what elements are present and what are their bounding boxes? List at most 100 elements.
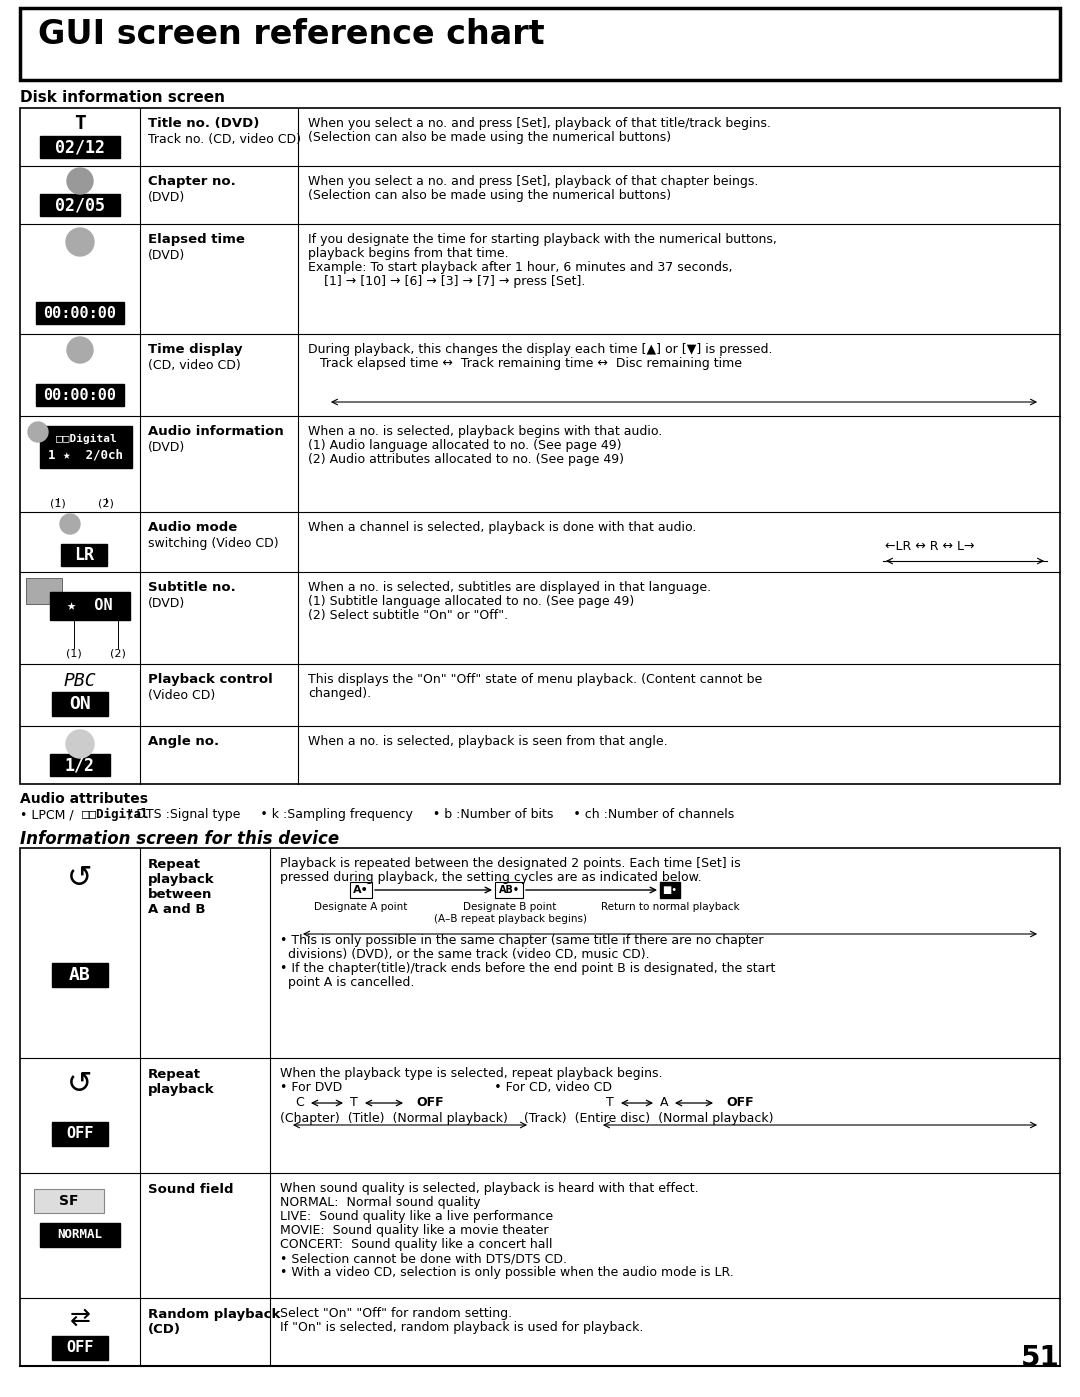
Bar xyxy=(33,1189,104,1213)
Text: changed).: changed). xyxy=(308,687,372,700)
Text: Random playback: Random playback xyxy=(148,1308,281,1322)
Text: A•: A• xyxy=(353,886,369,895)
Text: NORMAL: NORMAL xyxy=(57,1228,103,1242)
Bar xyxy=(350,882,372,898)
Bar xyxy=(50,754,110,775)
Text: 00:00:00: 00:00:00 xyxy=(43,306,117,320)
Text: Disk information screen: Disk information screen xyxy=(21,89,225,105)
Bar xyxy=(60,543,107,566)
Text: • LPCM /: • LPCM / xyxy=(21,807,78,821)
Text: LIVE:  Sound quality like a live performance: LIVE: Sound quality like a live performa… xyxy=(280,1210,553,1222)
Text: Return to normal playback: Return to normal playback xyxy=(600,902,740,912)
Text: ↺: ↺ xyxy=(67,1070,93,1099)
Text: Audio attributes: Audio attributes xyxy=(21,792,148,806)
Text: Track no. (CD, video CD): Track no. (CD, video CD) xyxy=(148,133,301,147)
Text: (CD, video CD): (CD, video CD) xyxy=(148,359,241,372)
Text: Playback control: Playback control xyxy=(148,673,273,686)
Text: (2): (2) xyxy=(110,648,126,658)
Text: If "On" is selected, random playback is used for playback.: If "On" is selected, random playback is … xyxy=(280,1322,644,1334)
Text: Designate A point: Designate A point xyxy=(314,902,407,912)
Text: ←LR ↔ R ↔ L→: ←LR ↔ R ↔ L→ xyxy=(885,541,974,553)
Bar xyxy=(36,384,124,407)
Bar xyxy=(495,882,523,898)
Text: ↺: ↺ xyxy=(67,863,93,893)
Text: If you designate the time for starting playback with the numerical buttons,: If you designate the time for starting p… xyxy=(308,233,777,246)
Text: (2) Select subtitle "On" or "Off".: (2) Select subtitle "On" or "Off". xyxy=(308,609,508,622)
Text: • With a video CD, selection is only possible when the audio mode is LR.: • With a video CD, selection is only pos… xyxy=(280,1266,733,1280)
Text: 02/12: 02/12 xyxy=(55,138,105,156)
Text: 1 ★  2/0ch: 1 ★ 2/0ch xyxy=(49,448,123,461)
Bar xyxy=(52,1122,108,1146)
Text: Elapsed time: Elapsed time xyxy=(148,233,245,246)
Text: Repeat: Repeat xyxy=(148,1067,201,1081)
Text: When sound quality is selected, playback is heard with that effect.: When sound quality is selected, playback… xyxy=(280,1182,699,1194)
Text: ON: ON xyxy=(69,694,91,712)
Text: OFF: OFF xyxy=(66,1126,94,1141)
Text: (DVD): (DVD) xyxy=(148,191,186,204)
Text: (1): (1) xyxy=(50,497,66,509)
Text: Time display: Time display xyxy=(148,344,243,356)
Text: (2) Audio attributes allocated to no. (See page 49): (2) Audio attributes allocated to no. (S… xyxy=(308,453,624,467)
Text: • If the chapter(title)/track ends before the end point B is designated, the sta: • If the chapter(title)/track ends befor… xyxy=(280,963,775,975)
Text: Title no. (DVD): Title no. (DVD) xyxy=(148,117,259,130)
Text: Sound field: Sound field xyxy=(148,1183,233,1196)
Text: Select "On" "Off" for random setting.: Select "On" "Off" for random setting. xyxy=(280,1308,512,1320)
Text: OFF: OFF xyxy=(416,1097,444,1109)
Text: C: C xyxy=(296,1097,305,1109)
Text: (DVD): (DVD) xyxy=(148,249,186,263)
Text: □□Digital: □□Digital xyxy=(56,434,117,444)
Text: ■•: ■• xyxy=(662,886,677,895)
Text: When a no. is selected, playback is seen from that angle.: When a no. is selected, playback is seen… xyxy=(308,735,667,747)
Text: (1) Subtitle language allocated to no. (See page 49): (1) Subtitle language allocated to no. (… xyxy=(308,595,634,608)
Circle shape xyxy=(60,514,80,534)
Text: playback begins from that time.: playback begins from that time. xyxy=(308,247,509,260)
Text: (DVD): (DVD) xyxy=(148,597,186,610)
Circle shape xyxy=(66,228,94,256)
Text: T: T xyxy=(606,1097,613,1109)
Text: A: A xyxy=(660,1097,669,1109)
Circle shape xyxy=(66,731,94,759)
Text: (1): (1) xyxy=(66,648,82,658)
Bar xyxy=(40,1222,120,1248)
Bar xyxy=(21,108,1059,784)
Text: Angle no.: Angle no. xyxy=(148,735,219,747)
Text: AB: AB xyxy=(69,965,91,983)
Text: (Selection can also be made using the numerical buttons): (Selection can also be made using the nu… xyxy=(308,189,671,203)
Circle shape xyxy=(28,422,48,441)
Bar xyxy=(660,882,680,898)
Text: □□Digital: □□Digital xyxy=(82,807,149,821)
Text: OFF: OFF xyxy=(726,1097,754,1109)
Text: OFF: OFF xyxy=(66,1341,94,1355)
Text: divisions) (DVD), or the same track (video CD, music CD).: divisions) (DVD), or the same track (vid… xyxy=(280,949,650,961)
Text: ★  ON: ★ ON xyxy=(67,598,112,613)
Bar xyxy=(52,692,108,717)
Text: / DTS :Signal type     • k :Sampling frequency     • b :Number of bits     • ch : / DTS :Signal type • k :Sampling frequen… xyxy=(124,807,734,821)
Bar xyxy=(40,136,120,158)
Text: (DVD): (DVD) xyxy=(148,441,186,454)
Text: Designate B point: Designate B point xyxy=(463,902,556,912)
Text: switching (Video CD): switching (Video CD) xyxy=(148,536,279,550)
Text: NORMAL:  Normal sound quality: NORMAL: Normal sound quality xyxy=(280,1196,481,1208)
Text: pressed during playback, the setting cycles are as indicated below.: pressed during playback, the setting cyc… xyxy=(280,870,702,884)
Text: LR: LR xyxy=(75,546,94,564)
Text: Example: To start playback after 1 hour, 6 minutes and 37 seconds,: Example: To start playback after 1 hour,… xyxy=(308,261,732,274)
Text: When a channel is selected, playback is done with that audio.: When a channel is selected, playback is … xyxy=(308,521,697,534)
Text: • Selection cannot be done with DTS/DTS CD.: • Selection cannot be done with DTS/DTS … xyxy=(280,1252,567,1266)
Text: Information screen for this device: Information screen for this device xyxy=(21,830,339,848)
Text: (CD): (CD) xyxy=(148,1323,181,1336)
Text: Audio information: Audio information xyxy=(148,425,284,439)
Text: MOVIE:  Sound quality like a movie theater: MOVIE: Sound quality like a movie theate… xyxy=(280,1224,549,1236)
Text: When you select a no. and press [Set], playback of that chapter beings.: When you select a no. and press [Set], p… xyxy=(308,175,758,189)
Text: Audio mode: Audio mode xyxy=(148,521,238,534)
Text: When the playback type is selected, repeat playback begins.: When the playback type is selected, repe… xyxy=(280,1067,662,1080)
Text: Playback is repeated between the designated 2 points. Each time [Set] is: Playback is repeated between the designa… xyxy=(280,856,741,870)
Text: When you select a no. and press [Set], playback of that title/track begins.: When you select a no. and press [Set], p… xyxy=(308,117,771,130)
Text: T: T xyxy=(75,115,86,133)
Text: playback: playback xyxy=(148,873,215,886)
Text: Repeat: Repeat xyxy=(148,858,201,870)
Circle shape xyxy=(67,168,93,194)
Text: This displays the "On" "Off" state of menu playback. (Content cannot be: This displays the "On" "Off" state of me… xyxy=(308,673,762,686)
Text: (Video CD): (Video CD) xyxy=(148,689,215,703)
Text: PBC: PBC xyxy=(64,672,96,690)
Circle shape xyxy=(67,337,93,363)
